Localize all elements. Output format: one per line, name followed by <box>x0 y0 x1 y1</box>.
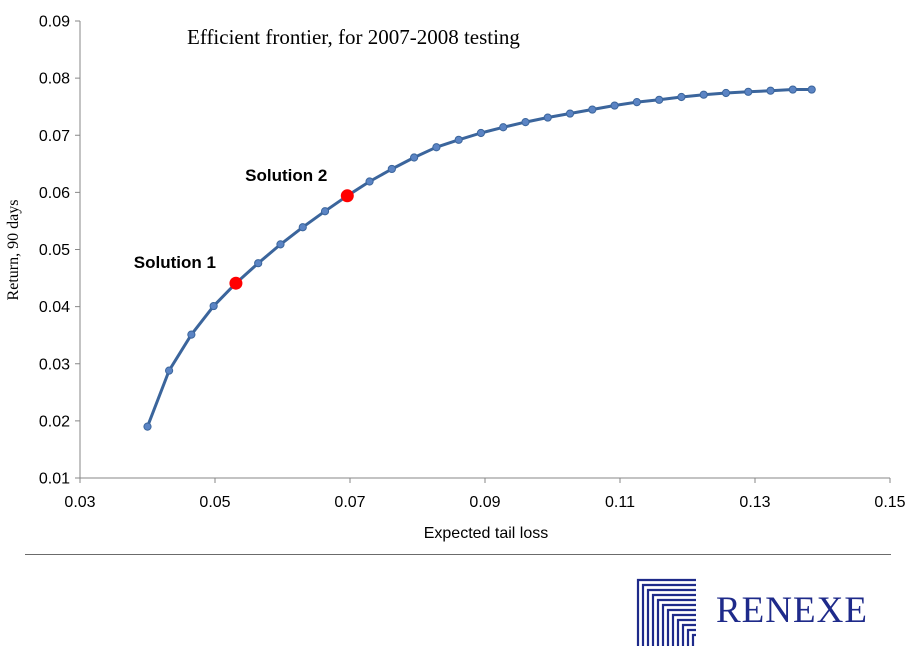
solution-label: Solution 1 <box>134 253 216 272</box>
data-point <box>655 95 664 104</box>
x-tick-label: 0.07 <box>334 494 365 511</box>
data-point <box>521 118 530 127</box>
y-axis-ticks: 0.01 0.02 0.03 0.04 0.05 0.06 0.07 0.08 0.09 <box>39 14 80 488</box>
chart-title: Efficient frontier, for 2007-2008 testin… <box>187 25 520 49</box>
efficient-frontier-chart: Efficient frontier, for 2007-2008 testin… <box>5 14 906 543</box>
data-point <box>499 123 508 132</box>
data-point <box>320 207 330 216</box>
data-point <box>254 259 263 268</box>
data-point <box>454 135 463 144</box>
y-tick-label: 0.02 <box>39 413 70 430</box>
solution-marker <box>340 189 354 203</box>
x-tick-label: 0.15 <box>874 494 905 511</box>
x-axis-ticks: 0.03 0.05 0.07 0.09 0.11 0.13 0.15 <box>64 478 906 511</box>
highlight-layer: Solution 1 Solution 2 <box>134 166 354 290</box>
data-point <box>387 164 396 174</box>
x-axis-title: Expected tail loss <box>424 525 549 542</box>
data-point <box>432 143 441 152</box>
data-point <box>807 85 816 94</box>
data-point <box>276 240 285 249</box>
data-point <box>187 330 196 339</box>
y-tick-label: 0.01 <box>39 471 70 488</box>
data-point <box>677 92 686 102</box>
data-point <box>543 113 552 122</box>
y-tick-label: 0.09 <box>39 14 70 31</box>
x-tick-label: 0.13 <box>739 494 770 511</box>
data-point <box>298 223 307 232</box>
x-tick-label: 0.03 <box>64 494 95 511</box>
company-name: RENEXE <box>716 590 868 631</box>
y-tick-label: 0.03 <box>39 356 70 373</box>
data-point <box>476 128 486 138</box>
x-tick-label: 0.11 <box>605 494 635 511</box>
renexe-logo-icon <box>636 578 696 646</box>
data-point <box>365 177 374 186</box>
y-tick-label: 0.07 <box>39 128 70 145</box>
x-tick-label: 0.09 <box>469 494 500 511</box>
y-tick-label: 0.06 <box>39 185 70 202</box>
solution-marker <box>229 276 243 290</box>
series-line <box>146 88 812 428</box>
data-point <box>744 87 753 96</box>
data-point <box>632 98 641 107</box>
data-point <box>699 90 708 99</box>
y-tick-label: 0.08 <box>39 71 70 88</box>
data-point <box>143 422 152 431</box>
y-tick-label: 0.05 <box>39 242 70 259</box>
data-point <box>565 109 575 118</box>
series-layer <box>143 85 816 431</box>
x-tick-label: 0.05 <box>199 494 230 511</box>
data-point <box>788 85 797 94</box>
solution-label: Solution 2 <box>245 166 327 185</box>
data-point <box>209 301 218 311</box>
data-point <box>410 153 419 162</box>
data-point <box>165 366 174 375</box>
y-tick-label: 0.04 <box>39 299 70 316</box>
data-point <box>588 105 597 114</box>
data-point <box>766 86 775 95</box>
footer-divider <box>25 554 891 555</box>
data-point <box>610 101 619 110</box>
y-axis-title: Return, 90 days <box>5 200 22 301</box>
data-point <box>721 88 731 98</box>
